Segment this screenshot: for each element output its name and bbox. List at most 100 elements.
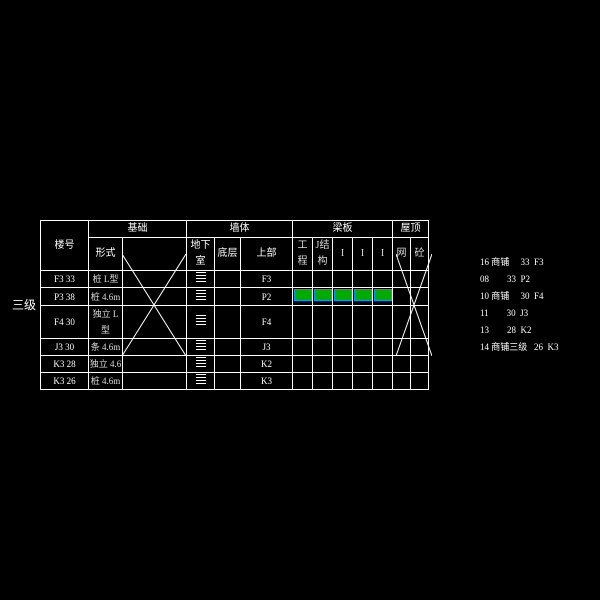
cell-form: 独立 4.6 bbox=[89, 356, 123, 373]
cell-floor bbox=[215, 339, 241, 356]
cell-roof-a bbox=[393, 288, 411, 306]
cell-roof-b bbox=[411, 373, 429, 390]
cell-foundation-blank bbox=[123, 356, 187, 373]
cell-basement bbox=[187, 356, 215, 373]
cell-roof-a bbox=[393, 339, 411, 356]
cell-slab bbox=[353, 271, 373, 288]
cell-roof-b bbox=[411, 356, 429, 373]
cell-slab bbox=[293, 373, 313, 390]
cell-basement bbox=[187, 288, 215, 306]
header-form: 形式 bbox=[89, 238, 123, 271]
cell-foundation-blank bbox=[123, 288, 187, 306]
cell-roof-b bbox=[411, 306, 429, 339]
annotation-row: 10 商铺 30 F4 bbox=[480, 288, 559, 305]
cell-roof-a bbox=[393, 306, 411, 339]
cell-slab bbox=[293, 306, 313, 339]
cell-id: K3 26 bbox=[41, 373, 89, 390]
cell-roof-a bbox=[393, 373, 411, 390]
main-table: 楼号 基础 墙体 梁板 屋顶 形式 地下室 底层 上部 工程 J结构 I I I… bbox=[40, 220, 429, 390]
cell-slab bbox=[293, 271, 313, 288]
cell-form: 条 4.6m bbox=[89, 339, 123, 356]
header-wall: 墙体 bbox=[187, 221, 293, 238]
cell-slab bbox=[333, 306, 353, 339]
cell-slab bbox=[293, 339, 313, 356]
header-slab-2: J结构 bbox=[313, 238, 333, 271]
cell-id: P3 38 bbox=[41, 288, 89, 306]
cell-slab bbox=[373, 288, 393, 306]
header-slab: 梁板 bbox=[293, 221, 393, 238]
cell-roof-b bbox=[411, 288, 429, 306]
header-id: 楼号 bbox=[41, 221, 89, 271]
table-row: F3 33桩 L型 F3 bbox=[41, 271, 429, 288]
cell-slab bbox=[353, 339, 373, 356]
header-foundation-blank bbox=[123, 238, 187, 271]
cell-roof-a bbox=[393, 356, 411, 373]
cell-roof-b bbox=[411, 339, 429, 356]
annotation-row: 11 30 J3 bbox=[480, 305, 559, 322]
cell-form: 桩 L型 bbox=[89, 271, 123, 288]
cell-slab bbox=[353, 356, 373, 373]
header-floor: 底层 bbox=[215, 238, 241, 271]
header-roof: 屋顶 bbox=[393, 221, 429, 238]
cell-form: 桩 4.6m bbox=[89, 373, 123, 390]
cell-upper: K2 bbox=[241, 356, 293, 373]
cell-id: J3 30 bbox=[41, 339, 89, 356]
cell-floor bbox=[215, 373, 241, 390]
table-row: J3 30条 4.6m J3 bbox=[41, 339, 429, 356]
cell-slab bbox=[313, 288, 333, 306]
cell-slab bbox=[293, 356, 313, 373]
cell-foundation-blank bbox=[123, 271, 187, 288]
cell-slab bbox=[333, 288, 353, 306]
cell-slab bbox=[353, 306, 373, 339]
cell-slab bbox=[333, 271, 353, 288]
table-body: F3 33桩 L型F3P3 38桩 4.6mP2F4 30独立 L型F4J3 3… bbox=[41, 271, 429, 390]
cell-slab bbox=[293, 288, 313, 306]
cell-slab bbox=[313, 373, 333, 390]
cell-floor bbox=[215, 288, 241, 306]
header-upper: 上部 bbox=[241, 238, 293, 271]
cell-roof-a bbox=[393, 271, 411, 288]
cell-slab bbox=[313, 271, 333, 288]
cell-slab bbox=[373, 271, 393, 288]
cell-upper: F4 bbox=[241, 306, 293, 339]
cell-upper: F3 bbox=[241, 271, 293, 288]
cell-upper: K3 bbox=[241, 373, 293, 390]
cell-floor bbox=[215, 271, 241, 288]
cell-roof-b bbox=[411, 271, 429, 288]
header-roof-2: 砼 bbox=[411, 238, 429, 271]
cell-floor bbox=[215, 306, 241, 339]
table-row: P3 38桩 4.6mP2 bbox=[41, 288, 429, 306]
cell-basement bbox=[187, 271, 215, 288]
cell-slab bbox=[313, 356, 333, 373]
cell-slab bbox=[333, 356, 353, 373]
cell-floor bbox=[215, 356, 241, 373]
cell-slab bbox=[313, 339, 333, 356]
header-slab-1: 工程 bbox=[293, 238, 313, 271]
cell-slab bbox=[353, 288, 373, 306]
cell-foundation-blank bbox=[123, 306, 187, 339]
cell-slab bbox=[333, 339, 353, 356]
side-level-label: 三级 bbox=[12, 296, 36, 313]
cell-slab bbox=[373, 373, 393, 390]
cell-form: 独立 L型 bbox=[89, 306, 123, 339]
table-row: F4 30独立 L型 F4 bbox=[41, 306, 429, 339]
header-slab-3: I bbox=[333, 238, 353, 271]
cell-slab bbox=[333, 373, 353, 390]
cell-upper: J3 bbox=[241, 339, 293, 356]
header-roof-1: 网 bbox=[393, 238, 411, 271]
cell-foundation-blank bbox=[123, 373, 187, 390]
cell-basement bbox=[187, 373, 215, 390]
cell-slab bbox=[373, 306, 393, 339]
annotation-row: 14 商铺三级 26 K3 bbox=[480, 339, 559, 356]
cell-basement bbox=[187, 306, 215, 339]
cell-id: F4 30 bbox=[41, 306, 89, 339]
header-foundation: 基础 bbox=[89, 221, 187, 238]
cell-basement bbox=[187, 339, 215, 356]
cell-foundation-blank bbox=[123, 339, 187, 356]
cell-id: F3 33 bbox=[41, 271, 89, 288]
annotation-row: 08 33 P2 bbox=[480, 271, 559, 288]
header-basement: 地下室 bbox=[187, 238, 215, 271]
cad-table-stage: 楼号 基础 墙体 梁板 屋顶 形式 地下室 底层 上部 工程 J结构 I I I… bbox=[40, 220, 429, 390]
header-slab-4: I bbox=[353, 238, 373, 271]
cell-slab bbox=[373, 339, 393, 356]
